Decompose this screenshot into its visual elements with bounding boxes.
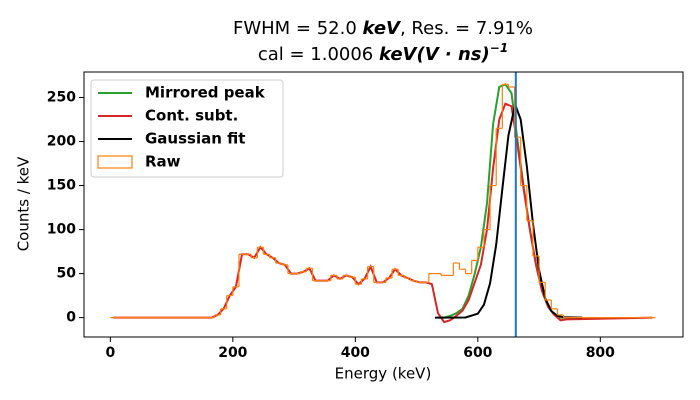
chart-title: cal = 1.0006 keV(V · ns)−1 xyxy=(258,41,508,66)
title-run: , Res. = 7.91% xyxy=(400,18,533,39)
x-tick-label: 800 xyxy=(586,345,615,361)
x-tick-label: 600 xyxy=(463,345,492,361)
title-run: FWHM = 52.0 xyxy=(233,18,363,39)
legend-label: Gaussian fit xyxy=(145,130,245,148)
x-tick-label: 0 xyxy=(105,345,115,361)
legend-label: Mirrored peak xyxy=(145,84,266,102)
title-run: keV xyxy=(363,18,403,39)
x-tick-label: 400 xyxy=(341,345,370,361)
chart-title: FWHM = 52.0 keV, Res. = 7.91% xyxy=(233,18,533,39)
title-run: −1 xyxy=(490,41,508,55)
y-tick-label: 0 xyxy=(66,310,76,326)
x-axis-label: Energy (keV) xyxy=(335,365,432,383)
plot-area xyxy=(110,72,656,337)
legend-box xyxy=(90,79,284,178)
title-run: keV(V · ns) xyxy=(379,44,490,65)
legend-label: Cont. subt. xyxy=(145,107,238,125)
y-axis-label: Counts / keV xyxy=(15,156,33,251)
axes-frame xyxy=(83,71,684,338)
y-tick-label: 50 xyxy=(57,266,77,282)
y-tick-label: 150 xyxy=(47,178,76,194)
legend-swatch xyxy=(97,155,133,169)
y-tick-label: 200 xyxy=(47,134,76,150)
y-tick-label: 100 xyxy=(47,222,76,238)
title-run: cal = 1.0006 xyxy=(258,44,379,65)
y-tick-label: 250 xyxy=(47,90,76,106)
legend-label: Raw xyxy=(145,153,181,171)
x-tick-label: 200 xyxy=(218,345,247,361)
